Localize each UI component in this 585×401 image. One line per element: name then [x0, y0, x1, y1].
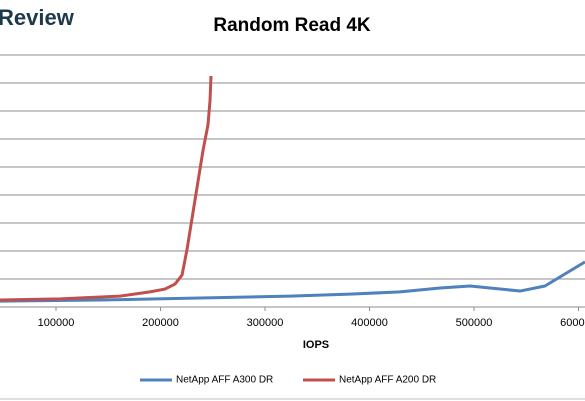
chart-title: Random Read 4K [213, 15, 371, 36]
logo: Review [0, 5, 75, 30]
grid [0, 54, 585, 308]
x-tick-label: 300000 [247, 317, 284, 329]
legend-label: NetApp AFF A300 DR [176, 375, 273, 386]
x-tick-label: 400000 [351, 317, 388, 329]
x-tick-label: 100000 [38, 317, 75, 329]
series-line [0, 260, 585, 303]
x-tick-label: 200000 [142, 317, 179, 329]
x-tick-label: 500000 [456, 317, 493, 329]
x-axis-title: IOPS [303, 339, 329, 351]
legend-label: NetApp AFF A200 DR [339, 375, 436, 386]
series-line [0, 75, 213, 302]
x-tick-label: 600000 [560, 317, 585, 329]
